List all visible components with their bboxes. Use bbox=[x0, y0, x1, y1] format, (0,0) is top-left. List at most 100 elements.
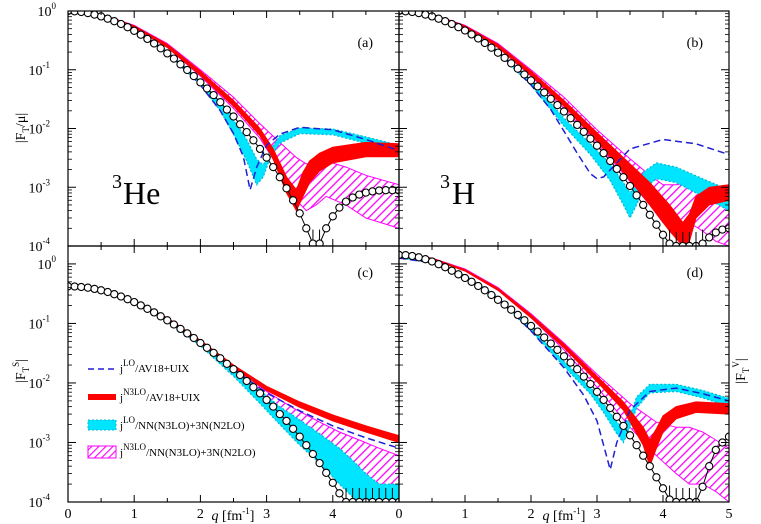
data-point-b bbox=[540, 88, 549, 97]
data-point-c bbox=[90, 284, 99, 294]
data-point-b bbox=[718, 225, 727, 234]
data-point-d bbox=[454, 270, 463, 279]
data-point-d bbox=[441, 263, 450, 272]
data-point-a bbox=[176, 60, 185, 69]
data-point-b bbox=[652, 220, 661, 229]
y-tick-label-c: 10-3 bbox=[29, 432, 51, 451]
data-point-b bbox=[454, 23, 463, 32]
data-point-c bbox=[196, 338, 205, 348]
data-point-a bbox=[196, 78, 205, 87]
data-point-c bbox=[288, 424, 298, 433]
data-point-a bbox=[189, 71, 198, 81]
data-point-d bbox=[474, 281, 483, 291]
data-point-b bbox=[487, 43, 496, 52]
data-point-a bbox=[368, 187, 377, 196]
data-point-b bbox=[573, 120, 582, 130]
data-point-a bbox=[242, 127, 251, 137]
data-point-c bbox=[308, 449, 318, 459]
band-jn3lo-av18-d bbox=[399, 253, 729, 468]
data-point-d bbox=[520, 316, 529, 325]
y-tick-label-c: 100 bbox=[38, 254, 57, 273]
data-point-b bbox=[559, 107, 569, 116]
data-point-c bbox=[183, 329, 192, 338]
y-tick-label-c: 10-4 bbox=[29, 492, 51, 511]
data-point-b bbox=[480, 38, 489, 48]
data-point-a bbox=[322, 224, 331, 233]
data-point-a bbox=[262, 153, 271, 162]
legend-swatch-jn3lo-av18 bbox=[88, 394, 116, 400]
data-point-c bbox=[295, 432, 304, 441]
data-point-b bbox=[526, 76, 536, 85]
data-point-c bbox=[235, 370, 245, 380]
x-tick-label-c: 1 bbox=[131, 507, 138, 522]
data-point-c bbox=[282, 416, 291, 426]
data-point-d bbox=[401, 251, 410, 260]
x-tick-label-c: 2 bbox=[197, 507, 204, 522]
data-point-d bbox=[447, 266, 456, 275]
data-point-b bbox=[698, 239, 707, 246]
data-point-d bbox=[513, 310, 522, 320]
data-point-a bbox=[222, 105, 232, 114]
data-point-a bbox=[156, 44, 165, 53]
panel-label-c: (c) bbox=[357, 266, 373, 281]
y-tick-label-c: 10-2 bbox=[29, 373, 51, 392]
data-point-d bbox=[487, 290, 496, 300]
data-point-b bbox=[553, 100, 562, 110]
panel-b bbox=[399, 11, 729, 246]
line-jlo-av18-b bbox=[399, 11, 729, 180]
data-points-c bbox=[68, 282, 399, 502]
data-point-a bbox=[130, 26, 139, 35]
data-point-b bbox=[474, 34, 483, 43]
data-point-c bbox=[335, 489, 344, 498]
data-point-d bbox=[460, 273, 470, 283]
data-point-c bbox=[255, 389, 265, 398]
data-point-d bbox=[652, 473, 661, 482]
data-point-c bbox=[222, 359, 232, 368]
band-jn3lo-av18-a bbox=[68, 11, 399, 212]
x-axis-title-left: q [fm-1] bbox=[212, 506, 255, 524]
data-point-b bbox=[658, 230, 668, 239]
data-point-d bbox=[533, 327, 542, 336]
data-point-d bbox=[493, 295, 503, 304]
data-point-c bbox=[209, 348, 218, 358]
data-point-a bbox=[229, 112, 238, 121]
y-axis-title-top: |FT/μ| bbox=[14, 113, 31, 143]
data-point-c bbox=[302, 441, 311, 450]
data-point-c bbox=[275, 409, 284, 419]
data-point-a bbox=[335, 203, 344, 212]
band-jlo-chiral-d bbox=[399, 256, 729, 444]
data-point-a bbox=[183, 65, 192, 75]
data-point-b bbox=[408, 11, 417, 17]
data-point-c bbox=[322, 468, 331, 477]
nucleus-name-he: He bbox=[123, 175, 160, 211]
data-point-d bbox=[645, 462, 654, 471]
data-point-b bbox=[520, 70, 529, 79]
data-point-a bbox=[315, 239, 324, 246]
data-point-d bbox=[434, 260, 443, 269]
nucleus-label-h3: 3 H bbox=[440, 171, 475, 211]
y-tick-label-a: 10-2 bbox=[29, 119, 51, 138]
nucleus-name-h: H bbox=[452, 175, 475, 211]
x-tick-label-c: 3 bbox=[263, 507, 270, 522]
data-point-d bbox=[639, 451, 648, 460]
band-jn3lo-av18-b bbox=[399, 11, 729, 246]
bands-d bbox=[399, 253, 729, 502]
data-point-d bbox=[612, 412, 621, 421]
data-point-a bbox=[275, 173, 284, 182]
y-axis-title-bottom-left: |FTS| bbox=[11, 359, 31, 383]
x-tick-label-d: 5 bbox=[726, 507, 733, 522]
y-tick-label-a: 100 bbox=[38, 1, 57, 20]
data-point-c bbox=[269, 402, 278, 411]
data-point-c bbox=[149, 308, 159, 317]
x-tick-label-c: 0 bbox=[65, 507, 72, 522]
axes bbox=[67, 10, 730, 503]
data-point-d bbox=[540, 333, 549, 342]
data-point-a bbox=[136, 30, 145, 39]
data-point-a bbox=[110, 17, 119, 26]
data-point-d bbox=[467, 277, 476, 286]
data-point-a bbox=[348, 193, 357, 202]
data-point-a bbox=[341, 197, 351, 206]
data-point-a bbox=[328, 212, 337, 221]
data-point-b bbox=[447, 19, 456, 29]
